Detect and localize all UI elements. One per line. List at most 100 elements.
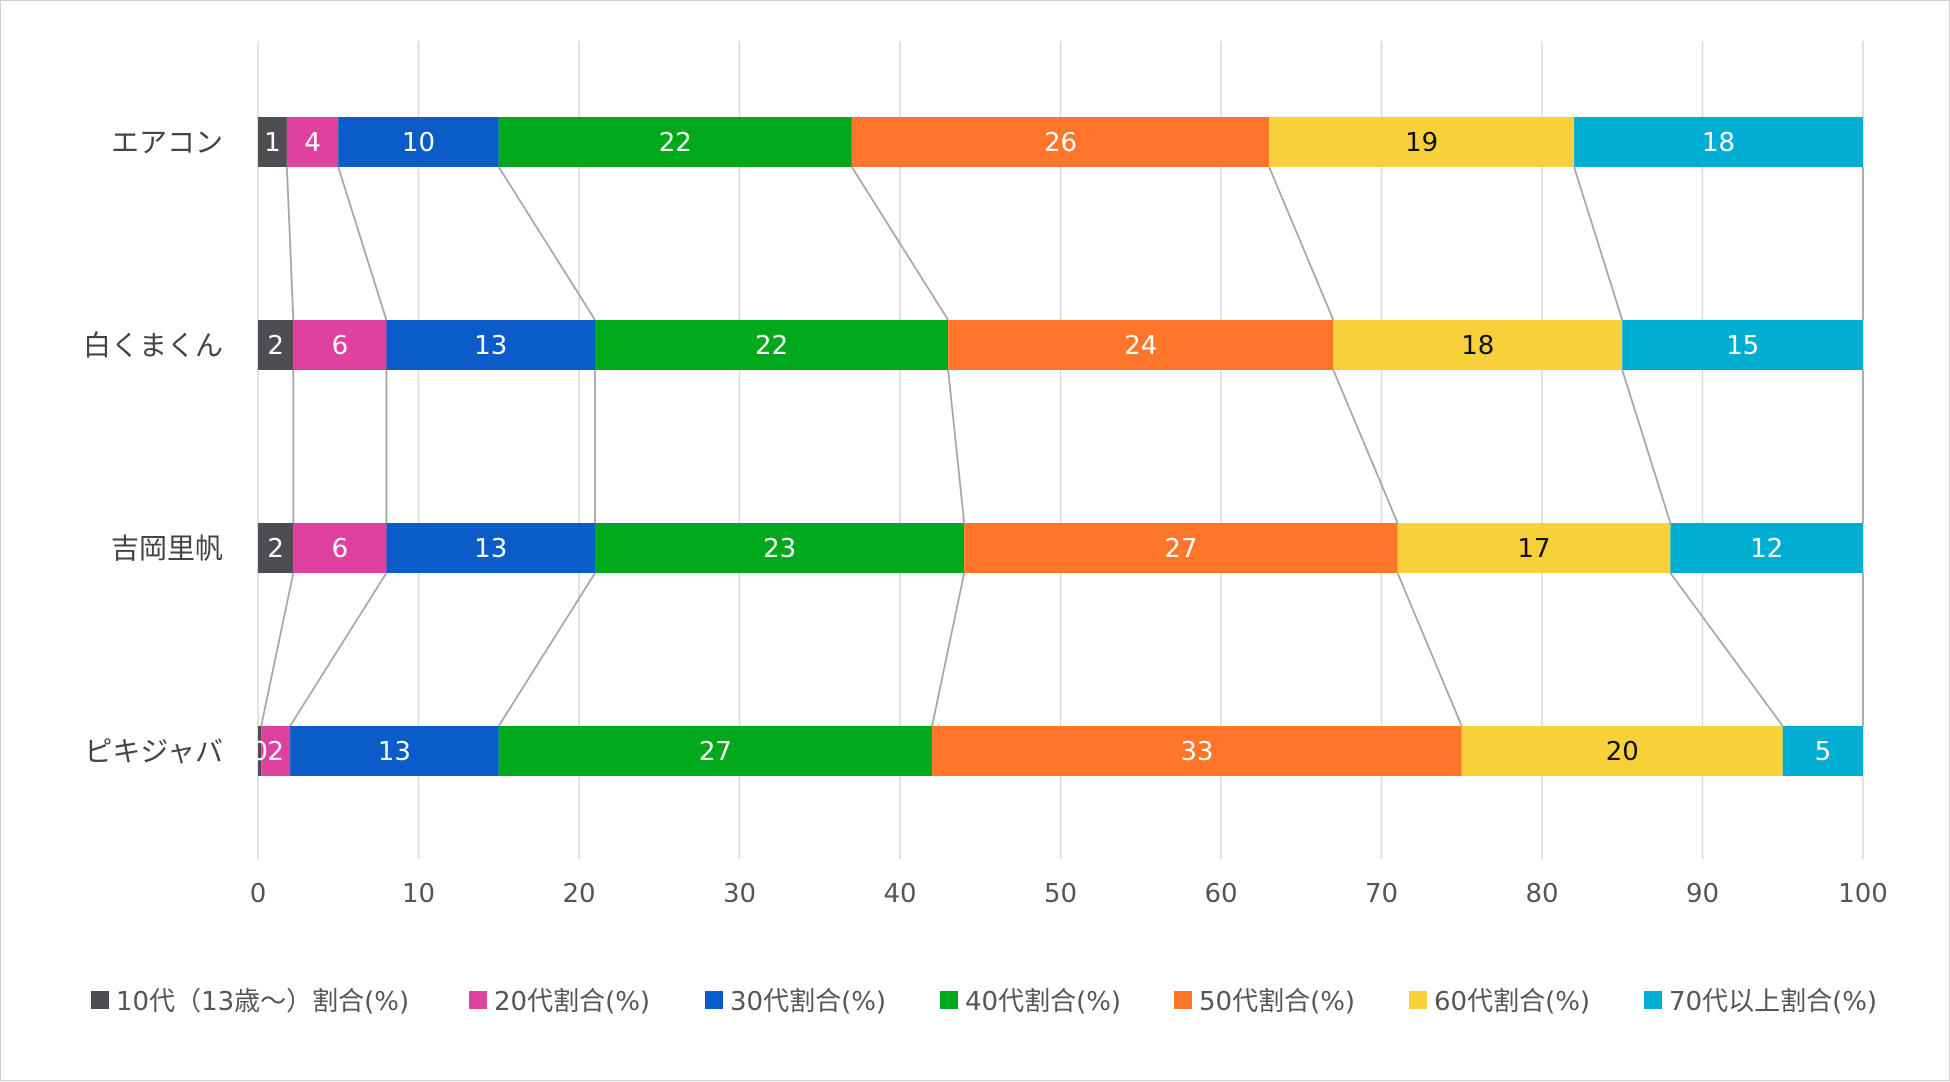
- bar-segment: [932, 726, 1462, 776]
- data-label: 13: [474, 534, 507, 564]
- series-line: [497, 166, 596, 321]
- legend-label: 20代割合(%): [494, 987, 650, 1017]
- bar-segment: [964, 523, 1398, 573]
- series-line: [931, 572, 966, 727]
- data-label: 2: [267, 331, 284, 361]
- data-label: 24: [1124, 331, 1157, 361]
- data-label: 15: [1726, 331, 1759, 361]
- category-label: ピキジャバ: [84, 735, 223, 768]
- value-axis: 0 10 20 30 40 50 60 70 80 90 100: [250, 879, 1888, 909]
- data-label: 18: [1702, 128, 1735, 158]
- bar-segment: [290, 726, 499, 776]
- data-label: 1: [264, 128, 281, 158]
- category-label: エアコン: [111, 126, 223, 159]
- series-line: [1621, 369, 1672, 524]
- data-label: 18: [1461, 331, 1494, 361]
- x-tick-label: 100: [1838, 879, 1888, 909]
- legend-swatch: [1174, 991, 1192, 1009]
- x-tick-label: 40: [883, 879, 916, 909]
- data-labels: 1 4 10 22 26 19 182 6 13 22 24 18 152 6 13 23 27 17 120 2 13…: [251, 128, 1831, 767]
- data-label: 4: [304, 128, 321, 158]
- data-label: 33: [1180, 737, 1213, 767]
- data-label: 22: [659, 128, 692, 158]
- data-label: 13: [474, 331, 507, 361]
- bar-segment: [1333, 320, 1623, 370]
- series-line: [497, 572, 596, 727]
- bar-segment: [293, 320, 387, 370]
- bar-segment: [1670, 523, 1863, 573]
- series-line: [1268, 166, 1335, 321]
- legend-label: 50代割合(%): [1199, 987, 1355, 1017]
- category-label: 白くまくん: [83, 329, 223, 362]
- bar-segment: [948, 320, 1334, 370]
- x-tick-label: 70: [1365, 879, 1398, 909]
- bar-segment: [1269, 117, 1575, 167]
- data-label: 19: [1405, 128, 1438, 158]
- x-tick-label: 50: [1044, 879, 1077, 909]
- category-label: 吉岡里帆: [111, 532, 223, 565]
- legend-swatch: [1409, 991, 1427, 1009]
- legend-swatch: [705, 991, 723, 1009]
- data-label: 2: [267, 534, 284, 564]
- bar-segment: [498, 117, 852, 167]
- data-label: 10: [402, 128, 435, 158]
- bar-segment: [338, 117, 499, 167]
- x-tick-label: 90: [1686, 879, 1719, 909]
- legend-label: 70代以上割合(%): [1669, 987, 1877, 1017]
- bar-segment: [851, 117, 1270, 167]
- x-tick-label: 20: [562, 879, 595, 909]
- data-label: 17: [1517, 534, 1550, 564]
- data-label: 27: [1164, 534, 1197, 564]
- bar-segment: [595, 320, 949, 370]
- series-line: [851, 166, 949, 321]
- bar-segment: [1397, 523, 1671, 573]
- bar-segment: [258, 726, 262, 776]
- series-line: [1669, 572, 1784, 727]
- data-label: 6: [332, 534, 349, 564]
- series-line: [285, 166, 295, 321]
- legend: 10代（13歳～）割合(%) 20代割合(%) 30代割合(%) 40代割合(%) 50…: [91, 987, 1877, 1017]
- legend-swatch: [1644, 991, 1662, 1009]
- legend-swatch: [91, 991, 109, 1009]
- legend-label: 60代割合(%): [1434, 987, 1590, 1017]
- series-line: [1396, 572, 1463, 727]
- bar-segment: [1622, 320, 1863, 370]
- bar-segment: [1574, 117, 1863, 167]
- series-lines: [260, 166, 1864, 727]
- bar-segment: [258, 320, 294, 370]
- legend-swatch: [469, 991, 487, 1009]
- bar-segment: [1461, 726, 1783, 776]
- data-label: 0: [251, 737, 268, 767]
- legend-label: 30代割合(%): [730, 987, 886, 1017]
- bar-segment: [386, 320, 596, 370]
- bar-segment: [386, 523, 596, 573]
- data-label: 2: [267, 737, 284, 767]
- legend-label: 10代（13歳～）割合(%): [116, 987, 409, 1017]
- bar-segment: [286, 117, 339, 167]
- series-line: [289, 572, 388, 727]
- bar-segment: [261, 726, 291, 776]
- series-line: [947, 369, 966, 524]
- data-label: 13: [378, 737, 411, 767]
- bar-segment: [258, 117, 287, 167]
- data-label: 6: [332, 331, 349, 361]
- legend-swatch: [940, 991, 958, 1009]
- bars: [258, 117, 1863, 776]
- data-label: 5: [1815, 737, 1832, 767]
- x-tick-label: 10: [402, 879, 435, 909]
- data-label: 20: [1606, 737, 1639, 767]
- x-tick-label: 30: [723, 879, 756, 909]
- x-tick-label: 60: [1204, 879, 1237, 909]
- legend-label: 40代割合(%): [965, 987, 1121, 1017]
- bar-segment: [1782, 726, 1863, 776]
- series-line: [1573, 166, 1624, 321]
- data-label: 23: [763, 534, 796, 564]
- series-line: [1332, 369, 1399, 524]
- bar-segment: [258, 523, 294, 573]
- bar-segment: [293, 523, 387, 573]
- series-line: [337, 166, 388, 321]
- data-label: 26: [1044, 128, 1077, 158]
